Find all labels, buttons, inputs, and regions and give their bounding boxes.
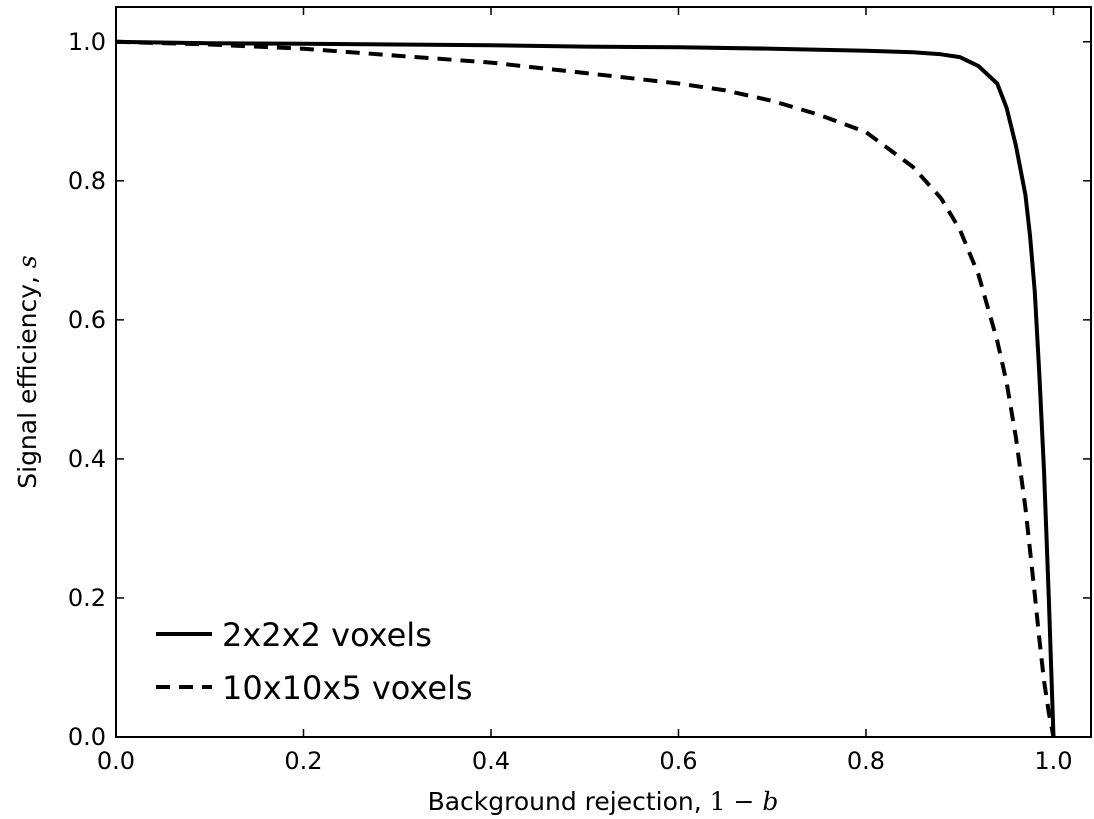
y-tick-label-5: 1.0 <box>68 28 106 56</box>
x-tick-label-0: 0.0 <box>97 747 135 775</box>
y-tick-label-0: 0.0 <box>68 723 106 751</box>
y-axis-label: Signal efficiency, s <box>13 255 42 489</box>
y-tick-label-2: 0.4 <box>68 445 106 473</box>
series-lines <box>115 39 1056 738</box>
y-tick-label-4: 0.8 <box>68 167 106 195</box>
x-tick-label-1: 0.2 <box>284 747 322 775</box>
axis-ticks: 0.0 0.2 0.4 0.6 0.8 1.0 0.0 0.2 0.4 0.6 0.8 1.0 <box>68 7 1091 775</box>
x-tick-label-3: 0.6 <box>659 747 697 775</box>
plot-area <box>115 6 1092 738</box>
x-axis-label: Background rejection, 1 − b <box>428 787 779 816</box>
x-tick-label-2: 0.4 <box>472 747 510 775</box>
legend-label-dashed: 10x10x5 voxels <box>222 669 473 707</box>
legend: 2x2x2 voxels 10x10x5 voxels <box>156 616 473 707</box>
x-tick-label-5: 1.0 <box>1034 747 1072 775</box>
series-line-1 <box>115 39 1056 738</box>
y-tick-label-1: 0.2 <box>68 584 106 612</box>
y-tick-label-3: 0.6 <box>68 306 106 334</box>
x-tick-label-4: 0.8 <box>847 747 885 775</box>
series-line-0 <box>115 39 1056 738</box>
legend-label-solid: 2x2x2 voxels <box>222 616 432 654</box>
